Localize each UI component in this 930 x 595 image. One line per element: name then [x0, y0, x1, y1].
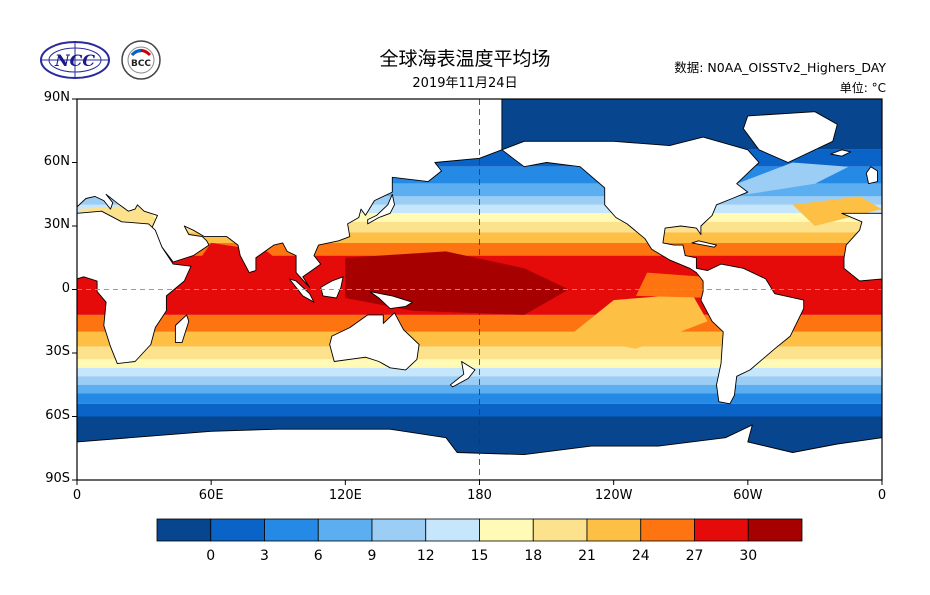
land-cuba [691, 240, 717, 248]
land-japan [367, 193, 395, 225]
land-masses [77, 99, 882, 480]
colorbar-swatch [532, 518, 588, 542]
map-date: 2019年11月24日 [412, 76, 518, 91]
lon-label: 180 [467, 488, 492, 503]
colorbar-label: 24 [631, 548, 650, 564]
data-source: 数据: N0AA_OISSTv2_Highers_DAY [674, 60, 886, 75]
sst-band [77, 393, 882, 404]
sst-region [568, 293, 708, 349]
lat-label: 30N [43, 217, 70, 232]
land-new-guinea [369, 291, 413, 310]
ncc-logo-icon: NCC [40, 41, 110, 79]
colorbar-swatch [640, 518, 695, 542]
colorbar-label: 3 [260, 548, 269, 564]
land-americas [501, 136, 805, 405]
sst-band [77, 213, 882, 222]
sst-band [77, 384, 882, 394]
colorbar-swatch [210, 518, 265, 542]
colorbar [156, 518, 803, 542]
colorbar-swatch [425, 518, 480, 542]
colorbar-label: 30 [739, 548, 758, 564]
lat-label: 60S [45, 407, 70, 423]
colorbar-swatch [317, 518, 373, 542]
land-africa-west [841, 212, 882, 282]
axis-ticks [72, 98, 883, 485]
colorbar-label: 12 [416, 548, 435, 564]
colorbar-swatch [156, 518, 212, 542]
colorbar-label: 15 [470, 548, 489, 564]
sst-band [77, 221, 882, 233]
sst-region [636, 272, 715, 298]
colorbar-label: 21 [578, 548, 596, 564]
colorbar-label: 0 [206, 548, 216, 564]
lat-label: 90S [45, 471, 70, 486]
lat-label: 60N [43, 153, 70, 169]
lon-label: 120E [328, 488, 362, 503]
colorbar-label: 9 [367, 548, 377, 564]
colorbar-label: 18 [524, 548, 543, 564]
sst-region [736, 162, 849, 195]
reference-lines [77, 99, 882, 480]
ncc-logo-text: NCC [54, 51, 95, 70]
land-sumatra [288, 278, 315, 303]
sst-region [193, 242, 323, 311]
land-madagascar [174, 314, 190, 343]
colorbar-label: 6 [313, 548, 323, 564]
lat-label: 90N [43, 90, 70, 105]
land-australia [329, 312, 420, 371]
colorbar-swatch [479, 518, 534, 542]
colorbar-swatch [264, 518, 319, 542]
lat-label: 30S [45, 344, 70, 359]
lon-label: 0 [72, 488, 82, 503]
map-title: 全球海表温度平均场 [379, 48, 551, 70]
sst-band [77, 232, 882, 243]
land-antarctica [77, 424, 882, 480]
lon-label: 60W [733, 488, 763, 503]
land-greenland [742, 111, 838, 163]
unit-label: 单位: °C [839, 81, 886, 95]
lon-label: 120W [594, 488, 633, 503]
land-iceland [830, 149, 852, 157]
land-uk [865, 166, 878, 185]
lon-label: 0 [877, 488, 887, 503]
colorbar-label: 27 [685, 548, 704, 564]
colorbar-swatch [747, 518, 803, 542]
sst-region [792, 196, 882, 226]
colorbar-swatch [371, 518, 427, 542]
land-africa [77, 210, 192, 365]
lon-label: 60E [198, 488, 224, 503]
colorbar-swatch [586, 518, 642, 542]
land-newzealand [449, 361, 476, 388]
land-eurasia [77, 99, 503, 288]
colorbar-swatch [694, 518, 749, 542]
bcc-logo-text: BCC [131, 59, 151, 69]
bcc-logo-icon: BCC [121, 40, 161, 80]
land-borneo [320, 276, 344, 299]
lat-label: 0 [61, 280, 70, 296]
